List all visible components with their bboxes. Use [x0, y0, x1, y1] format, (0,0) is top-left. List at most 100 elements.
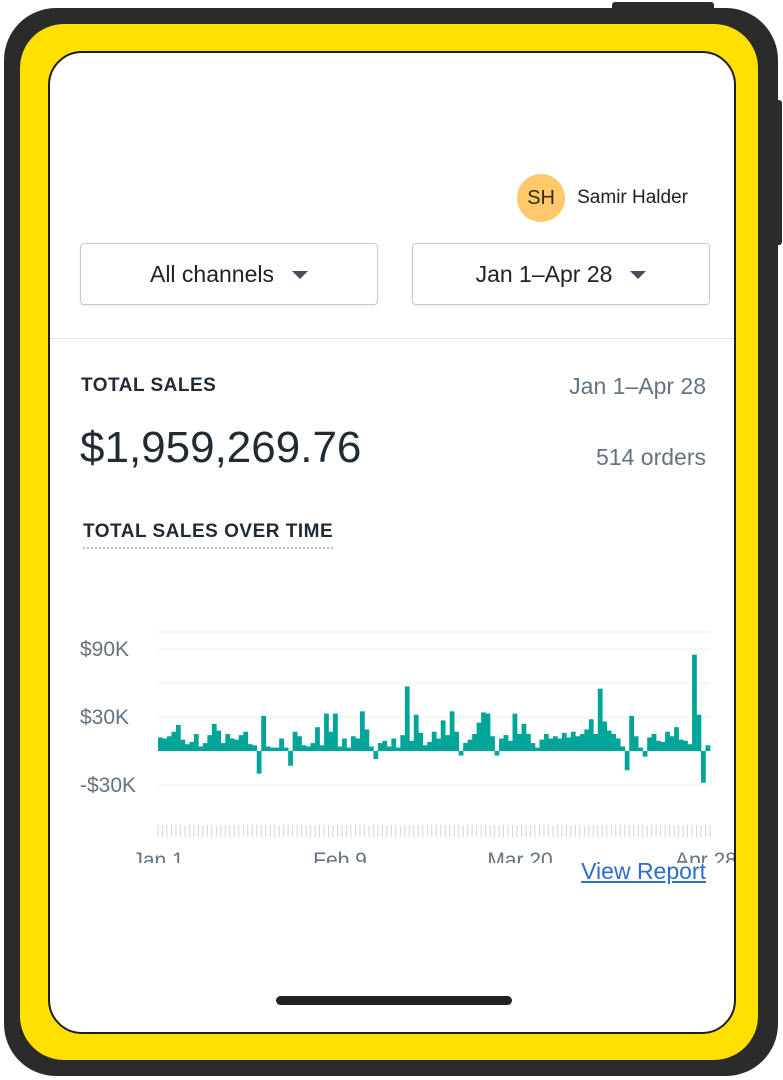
- date-range-select[interactable]: Jan 1–Apr 28: [412, 243, 710, 305]
- sales-bar[interactable]: [647, 737, 652, 751]
- sales-bar[interactable]: [288, 751, 293, 766]
- sales-bar[interactable]: [606, 730, 612, 751]
- sales-bar[interactable]: [687, 744, 693, 751]
- sales-bar[interactable]: [440, 720, 446, 751]
- sales-bar[interactable]: [368, 746, 374, 751]
- sales-bar[interactable]: [651, 734, 657, 751]
- sales-bar[interactable]: [490, 736, 495, 751]
- sales-bar[interactable]: [216, 730, 222, 751]
- sales-bar[interactable]: [310, 743, 316, 751]
- sales-bar[interactable]: [350, 736, 356, 751]
- sales-bar[interactable]: [279, 738, 284, 751]
- sales-bar[interactable]: [463, 743, 468, 751]
- sales-bar[interactable]: [265, 746, 271, 751]
- sales-bar[interactable]: [642, 751, 648, 757]
- sales-bar[interactable]: [382, 740, 388, 751]
- sales-bar[interactable]: [660, 741, 666, 751]
- sales-bar[interactable]: [404, 686, 410, 751]
- sales-bar[interactable]: [449, 711, 455, 751]
- sales-bar[interactable]: [557, 738, 563, 751]
- sales-bar[interactable]: [615, 738, 621, 751]
- sales-bar[interactable]: [669, 736, 675, 751]
- sales-bar[interactable]: [445, 735, 451, 751]
- sales-bar[interactable]: [620, 746, 626, 751]
- sales-bar[interactable]: [427, 741, 433, 751]
- sales-bar[interactable]: [234, 739, 240, 751]
- sales-bar[interactable]: [337, 746, 343, 751]
- sales-bar[interactable]: [386, 746, 392, 751]
- sales-bar[interactable]: [175, 724, 181, 751]
- sales-bar[interactable]: [593, 734, 599, 751]
- sales-bar[interactable]: [696, 714, 702, 751]
- sales-bar[interactable]: [252, 745, 258, 751]
- sales-bar[interactable]: [391, 738, 397, 751]
- sales-bar[interactable]: [561, 732, 567, 751]
- sales-bar[interactable]: [517, 734, 522, 751]
- sales-bar[interactable]: [521, 723, 527, 751]
- sales-bar[interactable]: [534, 747, 540, 751]
- sales-bar[interactable]: [597, 688, 603, 751]
- sales-bar[interactable]: [467, 739, 473, 751]
- channel-select[interactable]: All channels: [80, 243, 378, 305]
- sales-bar[interactable]: [306, 746, 311, 751]
- sales-bar[interactable]: [629, 715, 635, 751]
- sales-bar[interactable]: [211, 723, 217, 751]
- sales-bar[interactable]: [566, 737, 572, 751]
- sales-bar[interactable]: [692, 654, 697, 751]
- sales-bar[interactable]: [400, 735, 406, 751]
- sales-bar[interactable]: [297, 736, 302, 751]
- sales-bar[interactable]: [494, 751, 500, 756]
- sales-bar[interactable]: [162, 738, 168, 751]
- sales-bar[interactable]: [638, 747, 643, 751]
- sales-bar[interactable]: [333, 713, 338, 751]
- sales-bar[interactable]: [701, 751, 706, 783]
- sales-bar[interactable]: [552, 736, 558, 751]
- sales-bar[interactable]: [229, 738, 235, 751]
- sales-bar[interactable]: [705, 745, 711, 751]
- sales-bar[interactable]: [166, 736, 172, 751]
- sales-bar[interactable]: [665, 731, 670, 751]
- sales-bar[interactable]: [526, 734, 531, 751]
- sales-bar[interactable]: [270, 747, 275, 751]
- sales-bar[interactable]: [328, 731, 334, 751]
- sales-bar[interactable]: [588, 719, 594, 751]
- sales-bar[interactable]: [543, 734, 549, 751]
- sales-bar[interactable]: [418, 732, 424, 751]
- sales-bar[interactable]: [674, 727, 679, 751]
- sales-bar[interactable]: [454, 731, 459, 751]
- sales-bar[interactable]: [283, 747, 289, 751]
- user-menu[interactable]: SH Samir Halder: [517, 174, 688, 222]
- sales-bar[interactable]: [301, 745, 307, 751]
- sales-bar[interactable]: [189, 741, 195, 751]
- sales-bar[interactable]: [508, 740, 513, 751]
- sales-bar[interactable]: [683, 740, 688, 751]
- sales-bar[interactable]: [324, 713, 329, 751]
- sales-bar[interactable]: [436, 738, 442, 751]
- sales-bar[interactable]: [220, 743, 226, 751]
- sales-bar[interactable]: [193, 734, 199, 751]
- sales-bar[interactable]: [499, 738, 504, 751]
- sales-bar[interactable]: [678, 739, 684, 751]
- sales-bar[interactable]: [315, 727, 320, 751]
- sales-bar[interactable]: [377, 743, 383, 751]
- sales-bar[interactable]: [413, 714, 419, 751]
- sales-bar[interactable]: [481, 712, 486, 751]
- sales-bar[interactable]: [198, 746, 204, 751]
- sales-bar[interactable]: [512, 713, 518, 751]
- sales-bar[interactable]: [346, 747, 352, 751]
- sales-bar[interactable]: [602, 721, 608, 751]
- sales-bar[interactable]: [395, 747, 401, 751]
- sales-bar[interactable]: [584, 729, 590, 751]
- sales-bar[interactable]: [247, 744, 253, 751]
- sales-bar[interactable]: [575, 736, 581, 751]
- sales-bar[interactable]: [503, 735, 509, 751]
- sales-bar[interactable]: [319, 745, 325, 751]
- sales-bar[interactable]: [364, 729, 370, 751]
- sales-bar[interactable]: [359, 711, 365, 751]
- sales-bar[interactable]: [422, 745, 428, 751]
- sales-bar[interactable]: [485, 713, 491, 751]
- sales-bar[interactable]: [373, 751, 379, 759]
- sales-bar[interactable]: [431, 731, 437, 751]
- view-report-link[interactable]: View Report: [581, 858, 706, 884]
- sales-bar[interactable]: [656, 740, 661, 751]
